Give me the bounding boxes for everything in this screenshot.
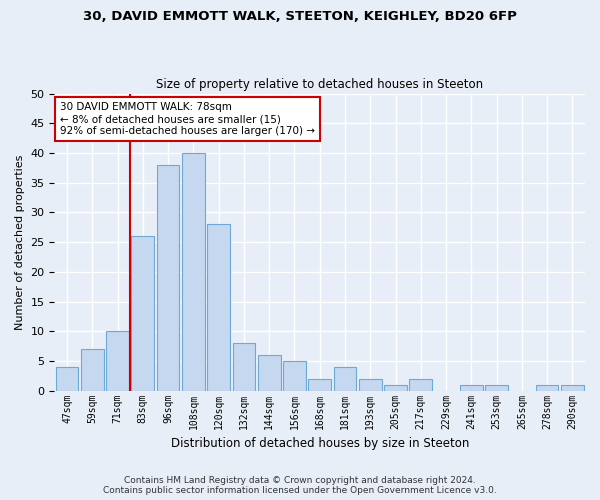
Bar bbox=[56, 367, 79, 390]
Bar bbox=[384, 384, 407, 390]
Bar bbox=[207, 224, 230, 390]
Bar bbox=[485, 384, 508, 390]
Bar bbox=[359, 379, 382, 390]
Bar bbox=[308, 379, 331, 390]
Y-axis label: Number of detached properties: Number of detached properties bbox=[15, 154, 25, 330]
Bar bbox=[460, 384, 482, 390]
Bar bbox=[131, 236, 154, 390]
Bar bbox=[233, 343, 255, 390]
Bar bbox=[283, 361, 306, 390]
Bar bbox=[409, 379, 432, 390]
Title: Size of property relative to detached houses in Steeton: Size of property relative to detached ho… bbox=[156, 78, 483, 91]
Bar bbox=[561, 384, 584, 390]
Text: Contains HM Land Registry data © Crown copyright and database right 2024.
Contai: Contains HM Land Registry data © Crown c… bbox=[103, 476, 497, 495]
Bar bbox=[536, 384, 559, 390]
Bar bbox=[106, 331, 129, 390]
Bar bbox=[81, 349, 104, 391]
Bar bbox=[258, 355, 281, 390]
Bar bbox=[182, 153, 205, 390]
X-axis label: Distribution of detached houses by size in Steeton: Distribution of detached houses by size … bbox=[170, 437, 469, 450]
Bar bbox=[334, 367, 356, 390]
Bar bbox=[157, 165, 179, 390]
Text: 30 DAVID EMMOTT WALK: 78sqm
← 8% of detached houses are smaller (15)
92% of semi: 30 DAVID EMMOTT WALK: 78sqm ← 8% of deta… bbox=[60, 102, 315, 136]
Text: 30, DAVID EMMOTT WALK, STEETON, KEIGHLEY, BD20 6FP: 30, DAVID EMMOTT WALK, STEETON, KEIGHLEY… bbox=[83, 10, 517, 23]
